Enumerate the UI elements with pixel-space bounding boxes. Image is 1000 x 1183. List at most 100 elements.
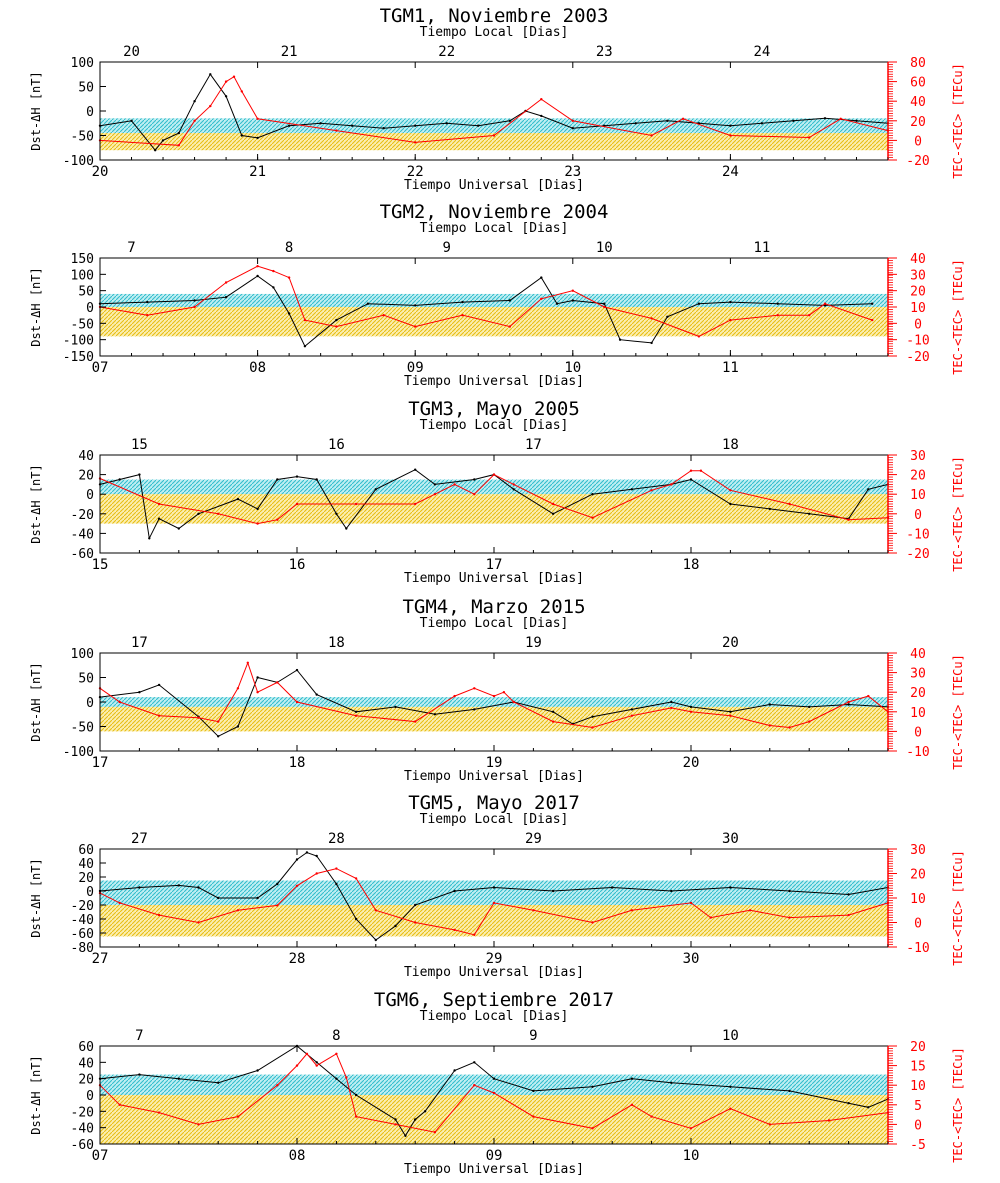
tec-point	[146, 314, 149, 317]
tec-point	[414, 502, 417, 506]
tec-point	[697, 335, 701, 338]
tec-point	[847, 913, 850, 917]
y-axis-title: Dst-ΔH [nT]	[29, 662, 43, 741]
tec-point	[699, 469, 703, 472]
y2-tick-label: -10	[906, 527, 929, 542]
tec-point	[473, 1084, 476, 1087]
y2-tick-label: 30	[910, 268, 926, 283]
top-tick-label: 27	[131, 831, 148, 847]
dst-point	[351, 124, 354, 127]
tec-point	[118, 700, 121, 704]
dst-point	[197, 886, 200, 889]
dst-point	[508, 299, 511, 302]
y2-tick-label: -20	[906, 154, 929, 169]
top-tick-label: 11	[753, 240, 770, 256]
band-lower	[100, 706, 888, 732]
dst-point	[512, 488, 515, 491]
x-tick-label: 08	[249, 360, 266, 376]
tec-point	[197, 921, 200, 924]
tec-point	[473, 687, 476, 690]
tec-point	[217, 720, 220, 723]
dst-point	[193, 299, 196, 302]
y-tick-label: -60	[71, 927, 94, 942]
y-tick-label: -50	[71, 721, 94, 736]
tec-point	[867, 694, 870, 698]
tec-point	[571, 289, 574, 292]
y2-tick-label: 20	[910, 868, 926, 883]
tec-point	[689, 901, 693, 905]
x-tick-label: 17	[486, 557, 503, 573]
y-tick-label: -100	[63, 154, 94, 169]
top-axis-title: Tiempo Local [Dias]	[420, 418, 569, 433]
top-tick-label: 8	[332, 1028, 340, 1044]
tec-point	[492, 473, 496, 476]
tec-point	[650, 317, 653, 320]
dst-point	[256, 896, 259, 900]
dst-point	[217, 1081, 220, 1085]
dst-point	[729, 502, 732, 506]
dst-point	[256, 676, 259, 679]
dst-point	[303, 345, 307, 348]
tec-point	[591, 1127, 594, 1130]
tec-point	[473, 933, 476, 936]
dst-point	[354, 917, 358, 921]
dst-point	[473, 1061, 476, 1064]
dst-point	[492, 886, 496, 889]
tec-point	[670, 483, 673, 486]
dst-point	[433, 483, 437, 486]
tec-point	[256, 265, 259, 268]
y2-tick-label: 10	[910, 301, 926, 316]
dst-point	[634, 122, 637, 125]
band-lower	[100, 1095, 888, 1144]
x-tick-label: 15	[92, 557, 109, 573]
tec-point	[197, 716, 200, 719]
x-axis-title: Tiempo Universal [Dias]	[404, 769, 584, 784]
dst-point	[453, 889, 456, 893]
top-tick-label: 18	[722, 437, 739, 453]
top-tick-label: 18	[328, 635, 345, 651]
dst-point	[256, 136, 259, 140]
tec-point	[630, 714, 634, 717]
tec-point	[335, 867, 338, 870]
y-tick-label: -20	[71, 508, 94, 523]
y2-tick-label: 80	[910, 56, 926, 71]
y2-tick-label: 20	[910, 1040, 926, 1055]
dst-point	[414, 304, 417, 307]
dst-point	[473, 708, 476, 711]
tec-point	[650, 134, 653, 137]
chart-title: TGM2, Noviembre 2004	[380, 201, 609, 223]
y-tick-label: -50	[71, 317, 94, 332]
tec-point	[461, 314, 464, 317]
tec-point	[354, 877, 358, 880]
x-axis-title: Tiempo Universal [Dias]	[404, 1162, 584, 1177]
tec-point	[193, 305, 196, 309]
tec-point	[157, 502, 161, 506]
top-tick-label: 21	[281, 44, 298, 60]
tec-point	[276, 1084, 279, 1087]
y2-axis-title: TEC-<TEC> [TECu]	[951, 63, 965, 179]
tec-point	[591, 726, 594, 729]
dst-point	[630, 1077, 634, 1080]
tec-point	[540, 98, 543, 101]
tec-point	[532, 1115, 535, 1118]
band-upper	[100, 880, 888, 905]
dst-point	[670, 1081, 673, 1085]
x-tick-label: 17	[92, 755, 109, 771]
band-upper	[100, 479, 888, 495]
y-tick-label: 100	[71, 268, 94, 283]
tec-point	[414, 325, 417, 328]
x-tick-label: 22	[407, 164, 424, 180]
tec-point	[729, 1107, 732, 1110]
tec-point	[335, 1052, 338, 1056]
tec-point	[603, 305, 606, 309]
dst-point	[571, 299, 574, 302]
x-tick-label: 11	[722, 360, 739, 376]
tec-point	[540, 297, 543, 300]
x-tick-label: 28	[289, 951, 306, 967]
y2-axis-title: TEC-<TEC> [TECu]	[951, 1047, 965, 1163]
dst-point	[788, 1089, 791, 1093]
